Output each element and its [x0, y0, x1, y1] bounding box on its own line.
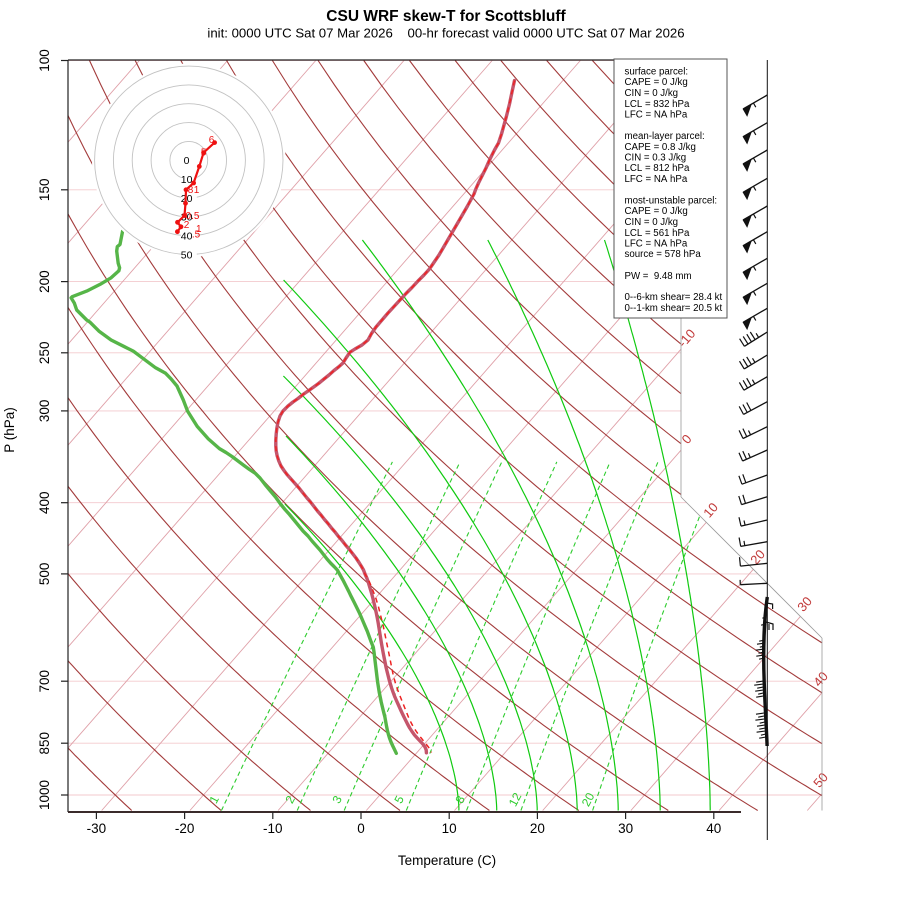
svg-text:40: 40 — [181, 231, 193, 243]
svg-text:CSU WRF skew-T for Scottsbluff: CSU WRF skew-T for Scottsbluff — [326, 8, 566, 25]
svg-text:0--6-km shear= 28.4 kt: 0--6-km shear= 28.4 kt — [625, 292, 723, 303]
svg-text:LCL = 832 hPa: LCL = 832 hPa — [625, 99, 691, 110]
svg-text:LFC = NA hPa: LFC = NA hPa — [625, 239, 688, 250]
svg-text:5: 5 — [201, 148, 207, 159]
svg-text:0: 0 — [184, 155, 190, 167]
svg-text:CIN = 0.3 J/kg: CIN = 0.3 J/kg — [625, 153, 687, 164]
svg-text:P (hPa): P (hPa) — [2, 407, 17, 453]
svg-text:0: 0 — [357, 821, 365, 836]
svg-text:CIN = 0 J/kg: CIN = 0 J/kg — [625, 88, 679, 99]
svg-text:most-unstable parcel:: most-unstable parcel: — [625, 196, 718, 207]
svg-text:-30: -30 — [87, 821, 107, 836]
svg-text:12: 12 — [506, 790, 525, 809]
svg-text:10: 10 — [442, 821, 457, 836]
svg-text:1000: 1000 — [37, 780, 52, 810]
svg-text:LFC = NA hPa: LFC = NA hPa — [625, 110, 688, 121]
svg-text:LCL = 561 hPa: LCL = 561 hPa — [625, 228, 691, 239]
svg-text:-10: -10 — [263, 821, 283, 836]
svg-text:1: 1 — [194, 185, 200, 196]
svg-text:.5: .5 — [192, 230, 201, 241]
svg-text:500: 500 — [37, 563, 52, 586]
svg-text:LCL = 812 hPa: LCL = 812 hPa — [625, 163, 691, 174]
svg-text:1: 1 — [196, 224, 202, 235]
svg-text:mean-layer parcel:: mean-layer parcel: — [625, 131, 705, 142]
svg-text:source = 578 hPa: source = 578 hPa — [625, 249, 702, 260]
svg-text:850: 850 — [37, 732, 52, 755]
svg-text:6: 6 — [209, 135, 215, 146]
svg-text:200: 200 — [37, 270, 52, 293]
svg-text:100: 100 — [37, 49, 52, 72]
svg-text:40: 40 — [706, 821, 721, 836]
svg-text:2: 2 — [184, 220, 190, 231]
svg-text:20: 20 — [579, 790, 598, 809]
svg-text:50: 50 — [181, 249, 193, 261]
svg-text:LFC = NA hPa: LFC = NA hPa — [625, 174, 688, 185]
svg-text:150: 150 — [37, 179, 52, 202]
svg-text:700: 700 — [37, 670, 52, 693]
svg-text:0.5: 0.5 — [186, 211, 200, 222]
svg-text:8: 8 — [188, 185, 194, 196]
svg-text:20: 20 — [530, 821, 545, 836]
svg-text:CAPE = 0.8 J/kg: CAPE = 0.8 J/kg — [625, 142, 696, 153]
svg-text:PW = 9.48 mm: PW = 9.48 mm — [625, 271, 692, 282]
svg-text:250: 250 — [37, 342, 52, 365]
svg-text:30: 30 — [618, 821, 633, 836]
svg-text:surface parcel:: surface parcel: — [625, 67, 689, 78]
svg-text:CIN = 0 J/kg: CIN = 0 J/kg — [625, 217, 679, 228]
svg-text:init: 0000 UTC Sat 07 Mar 2026: init: 0000 UTC Sat 07 Mar 2026 00-hr for… — [207, 26, 684, 41]
svg-text:10: 10 — [181, 174, 193, 186]
svg-text:Temperature (C): Temperature (C) — [398, 853, 496, 868]
svg-text:300: 300 — [37, 400, 52, 423]
svg-text:30: 30 — [181, 212, 193, 224]
svg-text:CAPE = 0 J/kg: CAPE = 0 J/kg — [625, 77, 688, 88]
svg-text:400: 400 — [37, 491, 52, 514]
svg-text:0--1-km shear= 20.5 kt: 0--1-km shear= 20.5 kt — [625, 303, 723, 314]
svg-text:-20: -20 — [175, 821, 195, 836]
svg-text:CAPE = 0 J/kg: CAPE = 0 J/kg — [625, 206, 688, 217]
